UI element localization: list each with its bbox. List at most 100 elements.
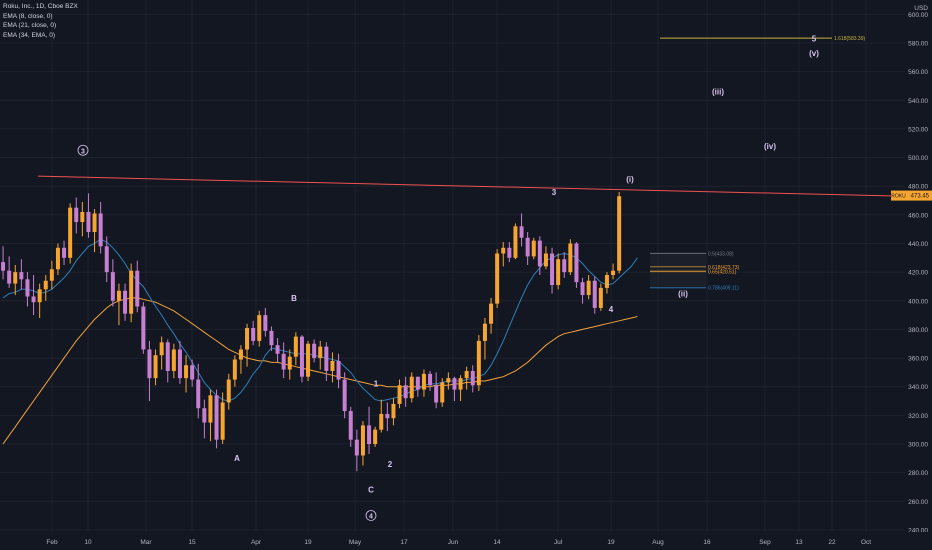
candle	[434, 372, 439, 409]
ema-mid-legend[interactable]: EMA (21, close, 0)	[3, 22, 57, 29]
candle-body	[611, 270, 616, 275]
candle-body	[98, 213, 103, 247]
candle	[7, 256, 12, 288]
candle	[385, 402, 390, 432]
candle	[177, 340, 182, 384]
fib-zone	[650, 253, 706, 288]
candle	[31, 275, 36, 316]
candle	[531, 237, 536, 260]
price-tick-label: 320.00	[908, 413, 928, 420]
candle-body	[238, 349, 243, 360]
time-tick-label: May	[349, 539, 362, 546]
candle-body	[226, 379, 231, 403]
candle-body	[324, 346, 329, 371]
candle	[513, 223, 518, 260]
candle-body	[489, 303, 494, 324]
candle	[25, 272, 30, 307]
candle-body	[495, 253, 500, 304]
candle-body	[574, 243, 579, 283]
price-axis[interactable]: USD 240.00 260.00 280.00 300.00 320.00 340.00 3…	[891, 0, 932, 550]
candle	[324, 342, 329, 381]
candle	[348, 406, 353, 447]
candle	[74, 197, 79, 234]
chart-legend: Roku, Inc., 1D, Cboe BZX EMA (8, close, …	[3, 2, 78, 40]
time-tick-label: Feb	[46, 539, 58, 546]
candle-body	[196, 379, 201, 409]
candle-body	[360, 425, 365, 456]
wave-label: 3	[552, 188, 557, 197]
candle-body	[501, 247, 506, 254]
candle	[293, 332, 298, 366]
candle	[537, 236, 542, 275]
candle	[80, 201, 85, 237]
candle-body	[257, 315, 262, 341]
candle	[13, 264, 18, 296]
candle-body	[116, 290, 121, 301]
price-tick-label: 520.00	[908, 126, 928, 133]
wave-label: 1	[374, 380, 379, 389]
candle-body	[415, 376, 420, 390]
candle	[312, 339, 317, 363]
trendline	[37, 175, 906, 197]
candle-body	[464, 370, 469, 379]
candle-body	[202, 408, 207, 423]
candle-body	[531, 240, 536, 257]
wave-label: (i)	[626, 175, 634, 184]
time-axis[interactable]: Feb 10 Mar 15 Apr 19 May 17 Jun 14 Jul 19 Aug 16 Sep 13…	[0, 532, 932, 550]
candle	[440, 378, 445, 407]
symbol-tag	[891, 190, 906, 201]
symbol-title[interactable]: Roku, Inc., 1D, Cboe BZX	[3, 3, 78, 10]
candle	[604, 272, 609, 294]
candle-body	[7, 270, 12, 284]
candle	[428, 370, 433, 392]
candle	[62, 240, 67, 265]
candle	[556, 253, 561, 290]
candle-body	[74, 207, 79, 223]
candle-body	[275, 345, 280, 354]
candle	[165, 339, 170, 383]
candle-body	[367, 425, 372, 445]
time-tick-label: 19	[607, 539, 615, 546]
candle-body	[123, 290, 128, 314]
candle-body	[604, 275, 609, 288]
candle-body	[440, 382, 445, 403]
price-tick-label: 280.00	[908, 470, 928, 477]
time-tick-label: 10	[84, 539, 92, 546]
time-tick-label: Jul	[554, 539, 563, 546]
price-tick-label: 340.00	[908, 384, 928, 391]
wave-label: (v)	[809, 49, 819, 58]
candle	[1, 246, 6, 280]
candle-body	[80, 211, 85, 223]
elliott-wave-labels: 3 A B 1 2 C 4 3 4 (i) (ii) (iii) (iv) (v) 5	[77, 35, 819, 521]
candle	[135, 260, 140, 313]
candle	[226, 373, 231, 410]
candle	[525, 232, 530, 265]
candle	[110, 259, 115, 307]
candle-body	[19, 272, 24, 280]
candle	[299, 335, 304, 383]
candle-body	[43, 280, 48, 290]
candle-body	[470, 370, 475, 386]
candle-body	[397, 385, 402, 404]
price-tick-label: 440.00	[908, 241, 928, 248]
candle-body	[147, 349, 152, 379]
candle	[153, 349, 158, 386]
candle	[147, 340, 152, 402]
candle	[574, 242, 579, 288]
last-price-text: 473.45	[911, 194, 930, 200]
fib-label: 0.65(420.51)	[708, 269, 737, 275]
ema-slow-legend[interactable]: EMA (34, EMA, 0)	[3, 31, 56, 39]
price-tick-label: 380.00	[908, 327, 928, 334]
candle	[367, 406, 372, 455]
candle	[464, 366, 469, 390]
candle-body	[306, 343, 311, 377]
candle-body	[543, 253, 548, 267]
candle-body	[452, 378, 457, 390]
candle	[373, 426, 378, 447]
wave-label: 2	[388, 460, 393, 469]
ema-fast-legend[interactable]: EMA (8, close, 0)	[3, 12, 53, 20]
candle	[482, 317, 487, 360]
candle	[269, 326, 274, 351]
candle	[550, 247, 555, 294]
